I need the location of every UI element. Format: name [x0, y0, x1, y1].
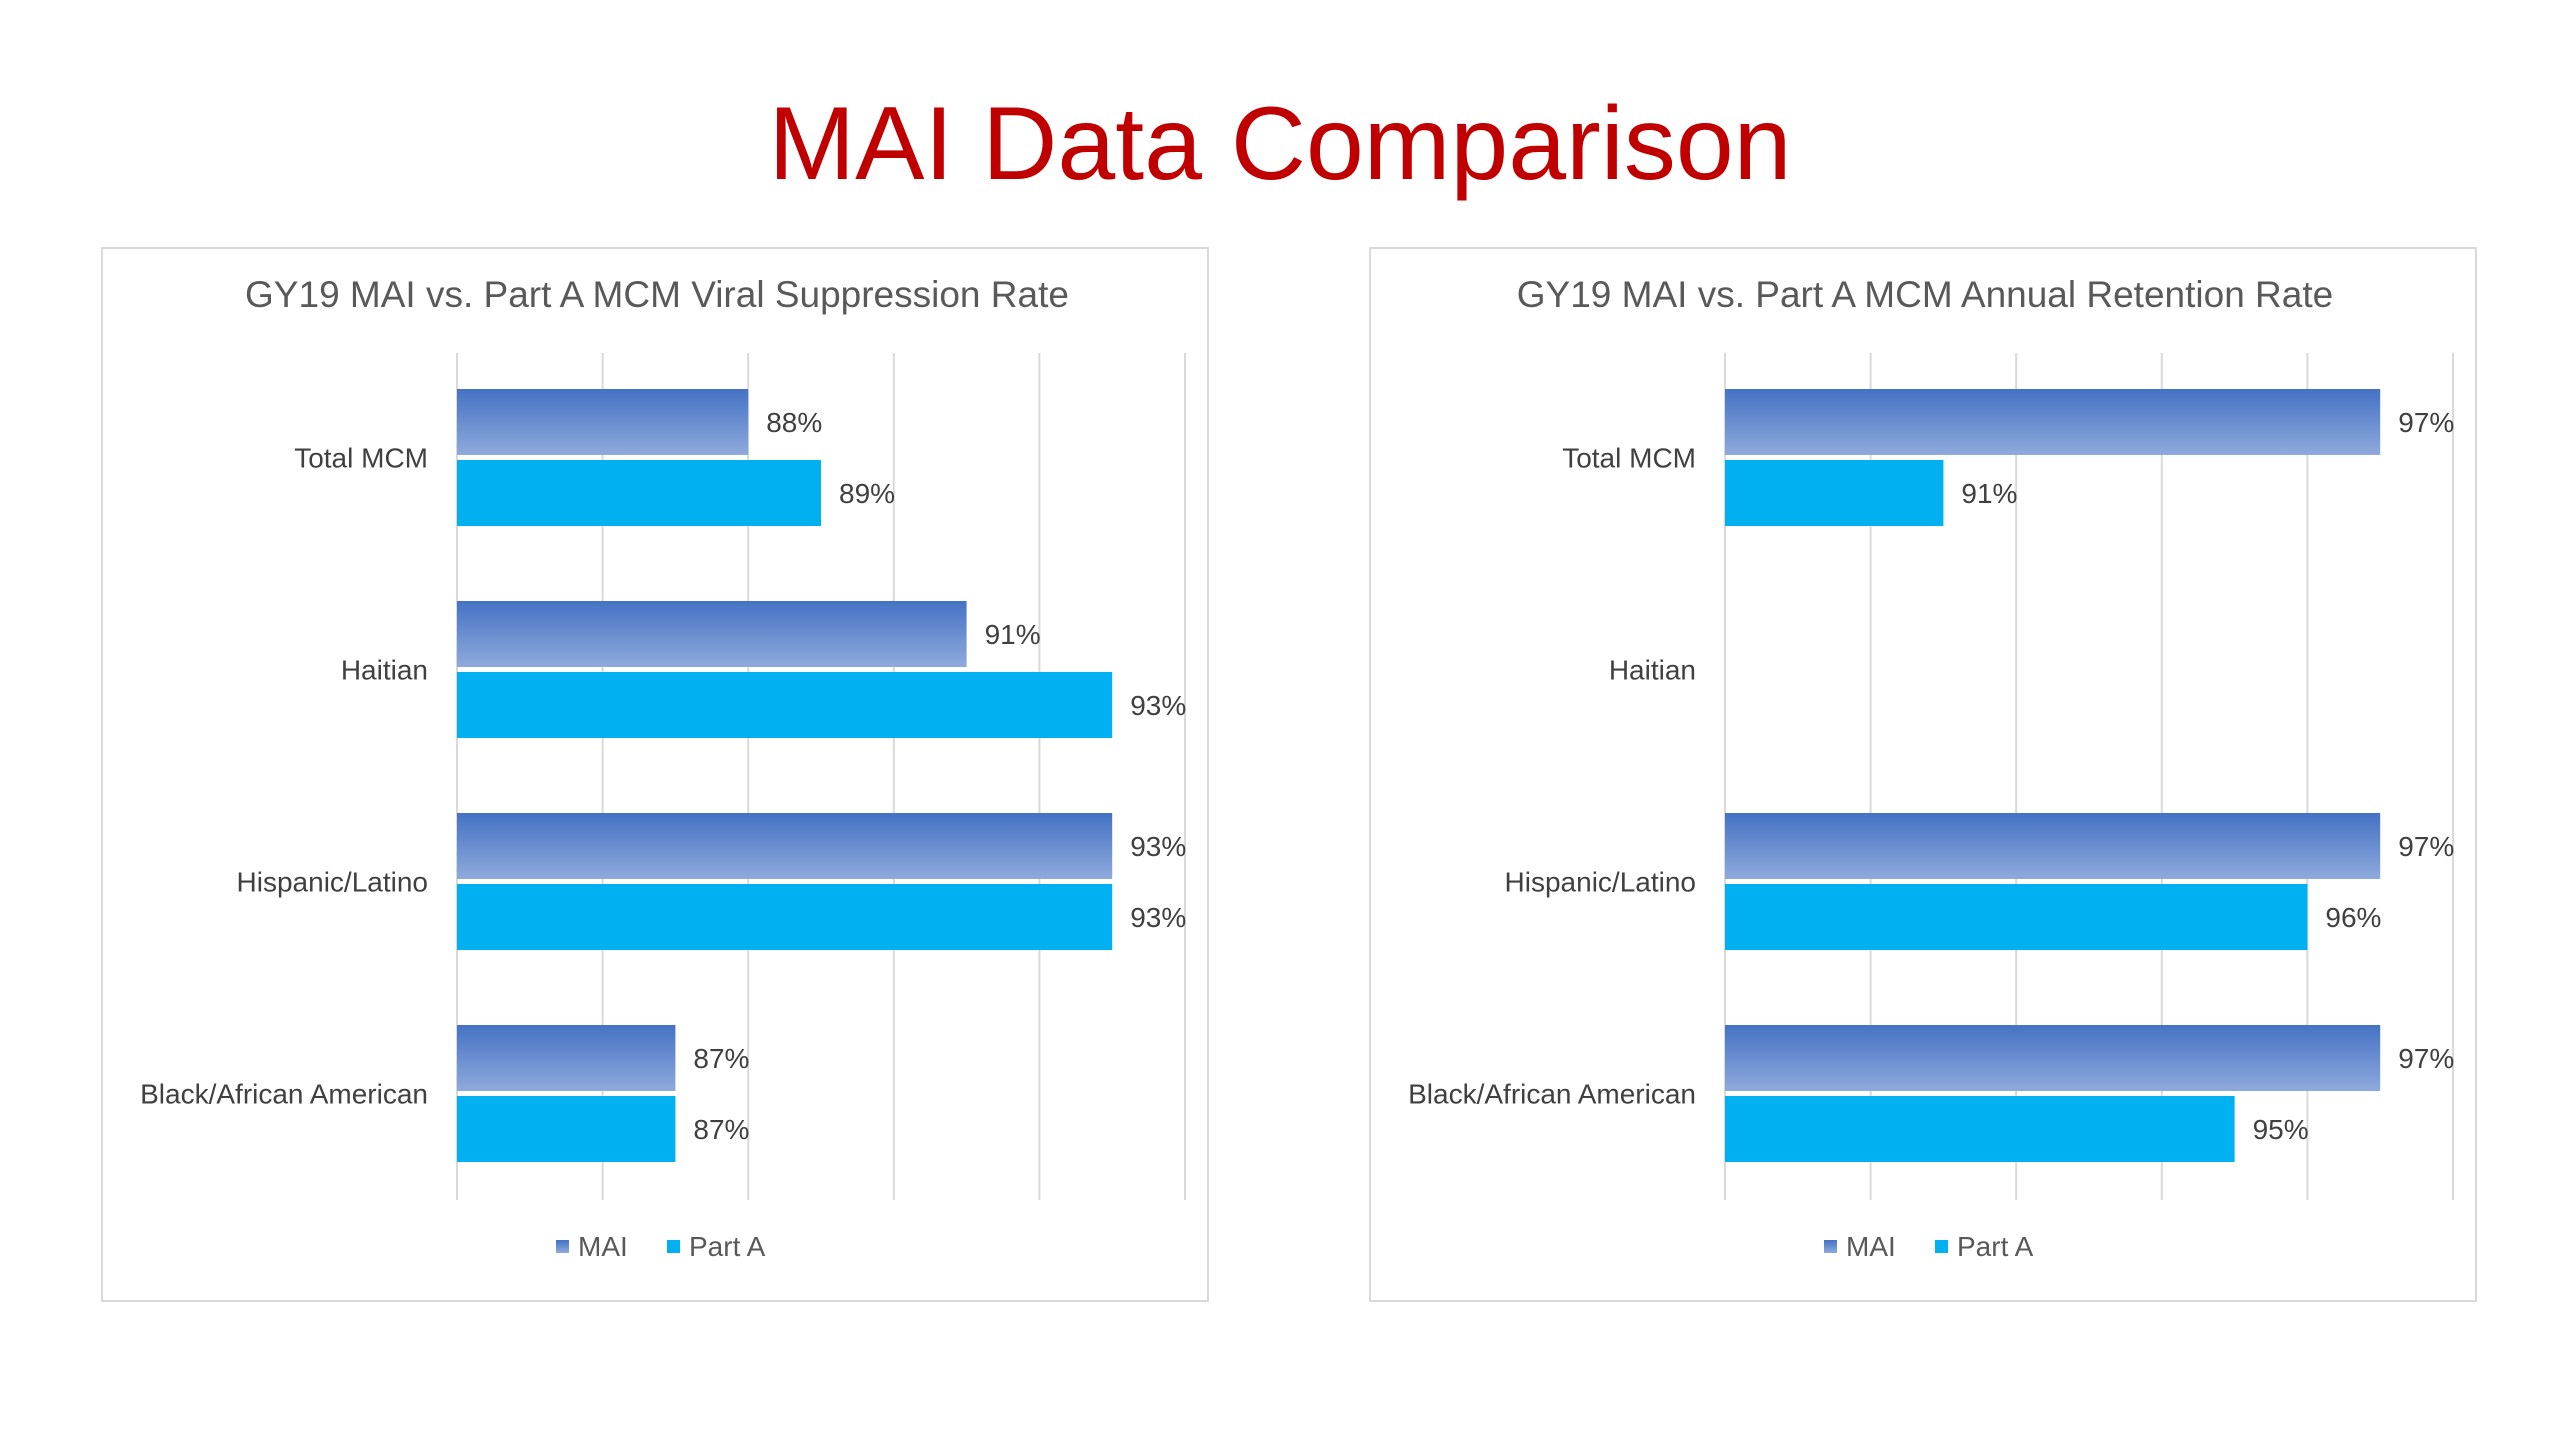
mai-data-label: 97%	[2398, 831, 2454, 862]
legend-swatch-mai	[1824, 1240, 1837, 1253]
legend-item-mai: MAI	[1824, 1231, 1896, 1262]
legend-item-mai: MAI	[556, 1231, 628, 1262]
part-a-bar	[1725, 1096, 2235, 1162]
mai-bar	[1725, 1025, 2381, 1091]
legend-swatch-part-a	[1935, 1240, 1948, 1253]
mai-bar	[457, 389, 749, 455]
part-a-bar	[1725, 884, 2308, 950]
viral-suppression-chart: GY19 MAI vs. Part A MCM Viral Suppressio…	[101, 247, 1209, 1302]
mai-bar	[457, 813, 1113, 879]
part-a-data-label: 95%	[2253, 1114, 2309, 1145]
part-a-bar	[1725, 460, 1944, 526]
legend-label-mai: MAI	[578, 1231, 628, 1262]
mai-bar	[1725, 389, 2381, 455]
part-a-bar	[457, 672, 1113, 738]
category-label: Total MCM	[1562, 443, 1696, 474]
mai-data-label: 87%	[693, 1043, 749, 1074]
part-a-data-label: 87%	[693, 1114, 749, 1145]
part-a-data-label: 93%	[1130, 690, 1186, 721]
part-a-data-label: 96%	[2325, 902, 2381, 933]
annual-retention-chart: GY19 MAI vs. Part A MCM Annual Retention…	[1369, 247, 2477, 1302]
category-label: Total MCM	[294, 443, 428, 474]
category-label: Haitian	[341, 655, 428, 686]
category-label: Haitian	[1609, 655, 1696, 686]
part-a-data-label: 89%	[839, 478, 895, 509]
legend-item-part-a: Part A	[667, 1231, 766, 1262]
part-a-data-label: 93%	[1130, 902, 1186, 933]
category-label: Hispanic/Latino	[237, 867, 428, 898]
mai-bar	[457, 601, 967, 667]
slide-title: MAI Data Comparison	[768, 86, 1792, 202]
category-label: Hispanic/Latino	[1505, 867, 1696, 898]
part-a-data-label: 91%	[1961, 478, 2017, 509]
mai-bar	[457, 1025, 676, 1091]
mai-bar	[1725, 813, 2381, 879]
mai-data-label: 97%	[2398, 1043, 2454, 1074]
part-a-bar	[457, 884, 1113, 950]
viral-suppression-chart-svg: GY19 MAI vs. Part A MCM Viral Suppressio…	[140, 274, 1186, 1262]
chart-title: GY19 MAI vs. Part A MCM Viral Suppressio…	[245, 274, 1069, 315]
category-label: Black/African American	[140, 1079, 428, 1110]
legend-swatch-mai	[556, 1240, 569, 1253]
category-label: Black/African American	[1408, 1079, 1696, 1110]
legend-label-part-a: Part A	[1957, 1231, 2034, 1262]
mai-data-label: 97%	[2398, 407, 2454, 438]
legend-item-part-a: Part A	[1935, 1231, 2034, 1262]
part-a-bar	[457, 460, 821, 526]
legend-swatch-part-a	[667, 1240, 680, 1253]
mai-data-label: 93%	[1130, 831, 1186, 862]
legend-label-mai: MAI	[1846, 1231, 1896, 1262]
part-a-bar	[457, 1096, 676, 1162]
mai-data-label: 88%	[766, 407, 822, 438]
legend-label-part-a: Part A	[689, 1231, 766, 1262]
annual-retention-chart-svg: GY19 MAI vs. Part A MCM Annual Retention…	[1408, 274, 2454, 1262]
chart-title: GY19 MAI vs. Part A MCM Annual Retention…	[1517, 274, 2333, 315]
mai-data-label: 91%	[985, 619, 1041, 650]
